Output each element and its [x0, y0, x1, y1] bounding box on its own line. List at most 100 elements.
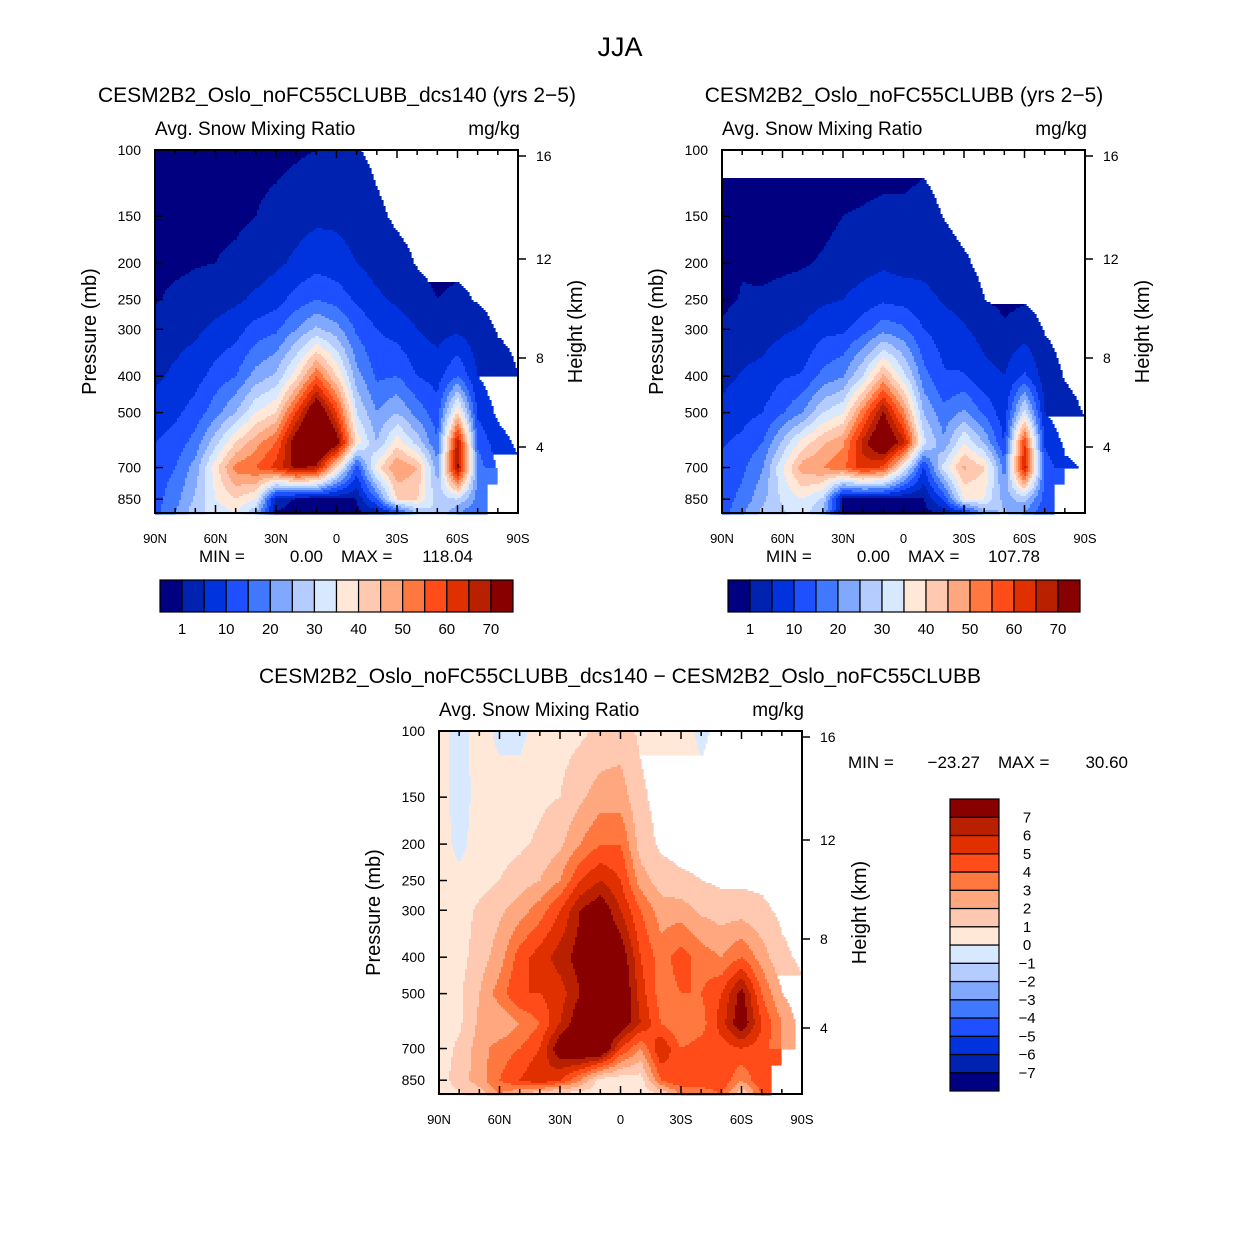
contour-band: [463, 464, 466, 467]
contour-band: [726, 312, 815, 315]
contour-band: [878, 394, 889, 397]
contour-band: [379, 432, 390, 435]
contour-band: [722, 386, 729, 389]
contour-band: [375, 284, 432, 287]
contour-band: [323, 468, 328, 471]
contour-band: [331, 472, 336, 475]
contour-band: [1026, 394, 1033, 397]
contour-band: [463, 424, 466, 427]
contour-band: [293, 426, 300, 429]
colorbar-box: [203, 579, 227, 613]
contour-band: [493, 452, 518, 455]
contour-band: [932, 290, 983, 293]
contour-band: [900, 422, 905, 425]
contour-band: [443, 416, 446, 419]
contour-band: [331, 386, 338, 389]
contour-band: [385, 296, 438, 299]
contour-band: [860, 410, 867, 413]
contour-band: [926, 368, 947, 371]
contour-band: [463, 362, 476, 365]
contour-band: [309, 232, 338, 235]
contour-band: [451, 450, 454, 453]
contour-band: [439, 418, 442, 421]
contour-band: [722, 366, 747, 369]
contour-band: [323, 482, 332, 485]
contour-band: [471, 452, 474, 455]
contour-band: [207, 446, 216, 449]
contour-band: [890, 388, 897, 391]
contour-band: [389, 446, 410, 449]
contour-band: [383, 500, 388, 503]
contour-band: [453, 406, 458, 409]
contour-band: [401, 378, 424, 381]
contour-band: [387, 448, 396, 451]
contour-band: [722, 370, 743, 373]
contour-band: [189, 466, 200, 469]
contour-band: [738, 294, 847, 297]
contour-band: [249, 392, 266, 395]
contour-band: [155, 276, 182, 279]
contour-band: [461, 478, 464, 481]
contour-band: [994, 364, 1009, 367]
contour-band: [814, 312, 865, 315]
contour-band: [936, 412, 959, 415]
contour-band: [255, 216, 388, 219]
contour-band: [389, 468, 418, 471]
contour-band: [918, 420, 923, 423]
contour-band: [339, 388, 344, 391]
contour-band: [303, 420, 332, 423]
contour-band: [329, 406, 334, 409]
contour-band: [319, 386, 326, 389]
contour-band: [864, 414, 871, 417]
contour-band: [395, 492, 420, 495]
contour-band: [155, 324, 210, 327]
contour-band: [475, 432, 478, 435]
contour-band: [918, 418, 921, 421]
y-tick-label: 250: [118, 292, 142, 308]
contour-band: [161, 504, 180, 507]
contour-band: [355, 384, 368, 387]
contour-band: [852, 406, 859, 409]
contour-band: [291, 422, 296, 425]
contour-band: [894, 304, 945, 307]
contour-band: [475, 472, 478, 475]
contour-band: [457, 436, 460, 439]
contour-band: [828, 382, 849, 385]
contour-band: [459, 468, 462, 471]
contour-band: [247, 456, 266, 459]
contour-band: [299, 362, 308, 365]
contour-band: [850, 346, 865, 349]
contour-band: [371, 460, 378, 463]
contour-band: [335, 472, 340, 475]
contour-band: [1022, 414, 1029, 417]
contour-band: [291, 404, 296, 407]
contour-band: [315, 384, 318, 387]
contour-band: [870, 308, 909, 311]
contour-band: [333, 466, 338, 469]
contour-band: [393, 340, 430, 343]
contour-band: [275, 442, 282, 445]
contour-band: [784, 334, 837, 337]
contour-band: [844, 386, 853, 389]
contour-band: [982, 348, 1019, 351]
contour-band: [347, 472, 354, 475]
contour-band: [345, 466, 348, 469]
contour-band: [463, 434, 466, 437]
contour-band: [421, 448, 428, 451]
contour-band: [465, 424, 470, 427]
contour-band: [465, 476, 468, 479]
contour-band: [309, 368, 316, 371]
contour-band: [900, 350, 911, 353]
contour-band: [189, 400, 212, 403]
contour-band: [229, 462, 238, 465]
contour-band: [722, 300, 737, 303]
contour-band: [353, 426, 356, 429]
contour-band: [772, 422, 787, 425]
contour-band: [297, 364, 306, 367]
contour-band: [896, 336, 915, 339]
contour-band: [315, 378, 320, 381]
contour-band: [353, 394, 360, 397]
contour-band: [357, 334, 384, 337]
contour-band: [952, 396, 971, 399]
contour-band: [251, 374, 274, 377]
